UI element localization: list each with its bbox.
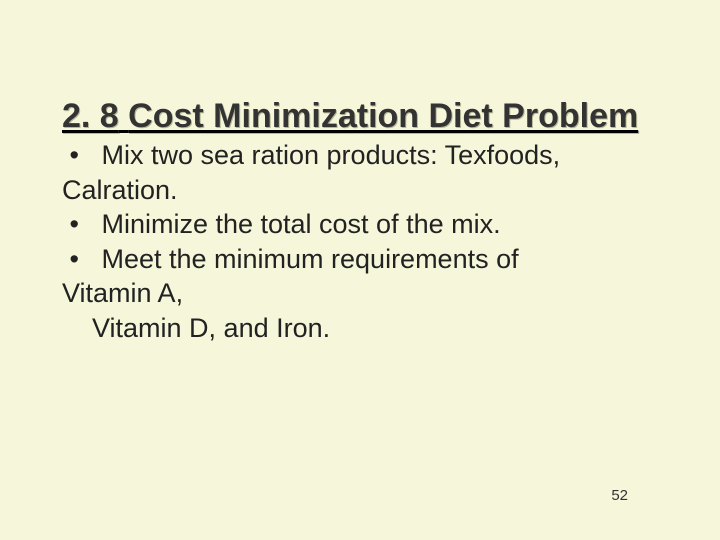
page-number: 52 xyxy=(611,487,628,504)
bullet-line: • Meet the minimum requirements of xyxy=(62,242,658,277)
bullet-line: Vitamin D, and Iron. xyxy=(62,311,658,346)
heading-number: 2. 8 xyxy=(62,97,119,135)
bullet-list: • Mix two sea ration products: Texfoods,… xyxy=(62,138,658,345)
bullet-line: Calration. xyxy=(62,173,658,208)
slide-heading: 2. 8 Cost Minimization Diet Problem xyxy=(62,96,658,136)
bullet-line: • Mix two sea ration products: Texfoods, xyxy=(62,138,658,173)
slide-content: 2. 8 Cost Minimization Diet Problem • Mi… xyxy=(62,96,658,345)
heading-title: Cost Minimization Diet Problem xyxy=(128,97,638,135)
bullet-line: Vitamin A, xyxy=(62,276,658,311)
bullet-line: • Minimize the total cost of the mix. xyxy=(62,207,658,242)
